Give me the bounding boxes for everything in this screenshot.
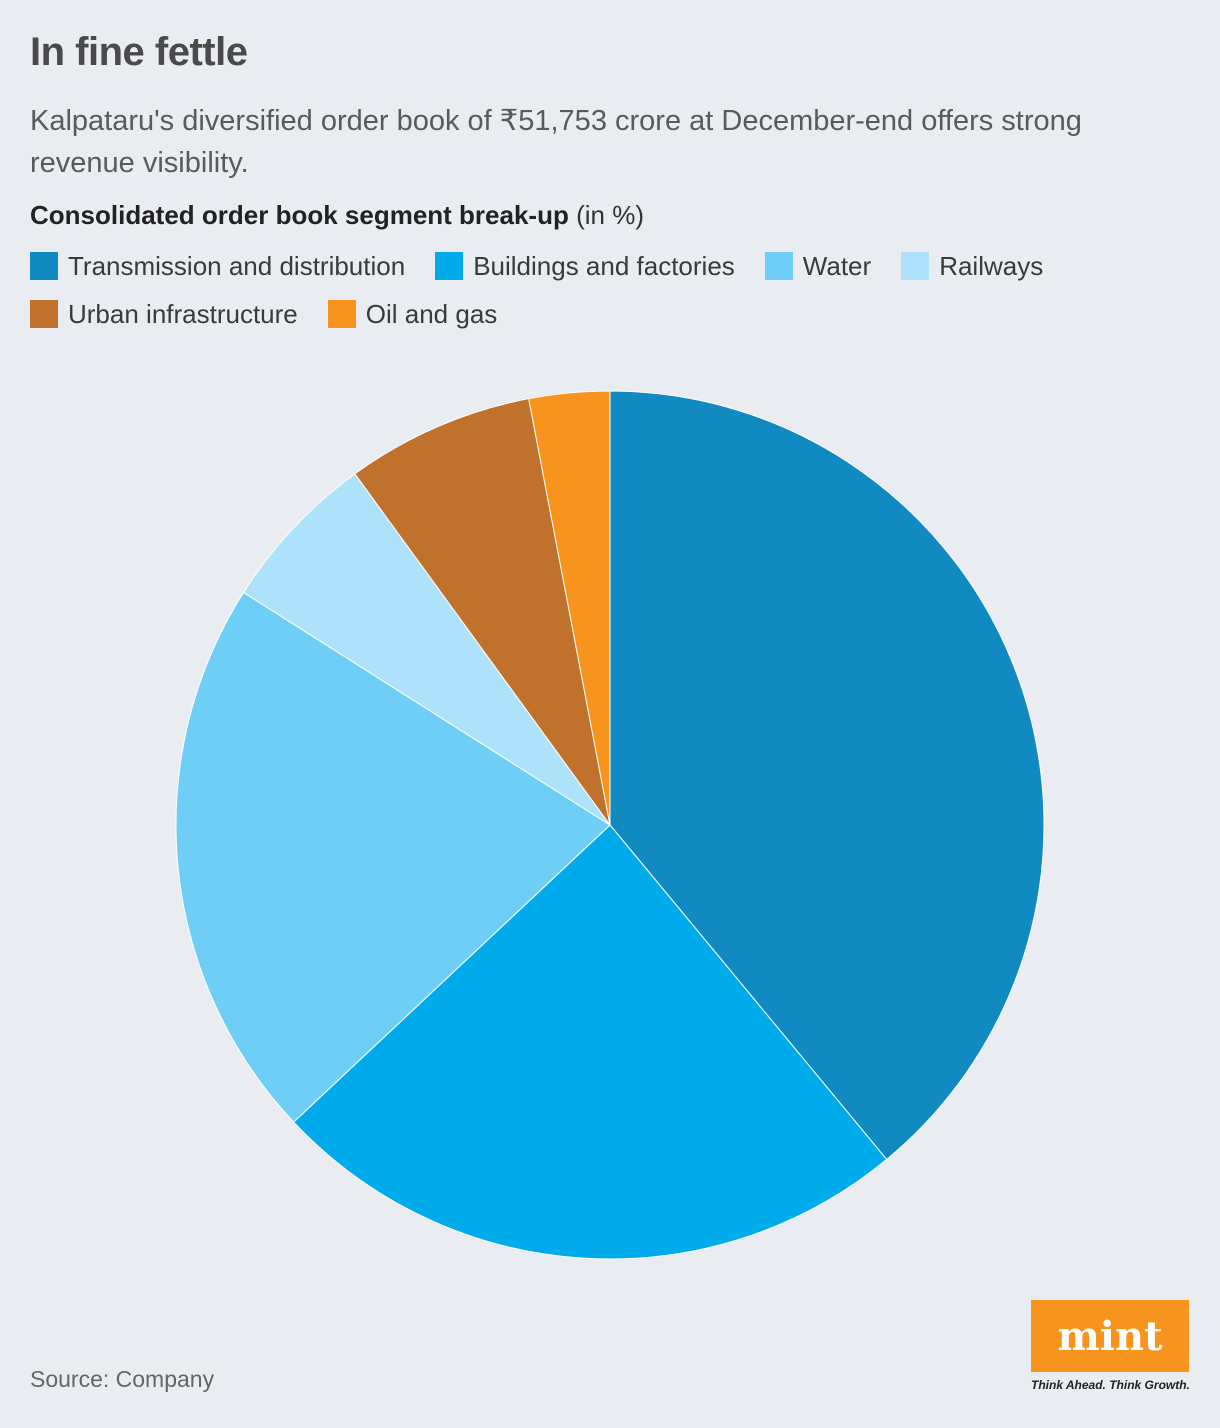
legend-item: Urban infrastructure [30,298,298,329]
chart-heading-unit: (in %) [576,200,644,230]
pie-slice-transmission-and-distribution [609,390,1045,1161]
legend-item: Water [764,250,872,281]
legend-swatch [30,252,58,280]
pie-slice-buildings-and-factories [292,824,888,1260]
mint-logo: mint [1031,1300,1189,1372]
chart-title: In fine fettle [30,30,248,74]
legend-item: Transmission and distribution [30,250,406,281]
legend-item: Oil and gas [327,298,498,329]
pie-slice-water [175,591,611,1123]
legend-swatch [764,252,793,280]
legend-label: Urban infrastructure [68,298,298,329]
pie-slice-urban-infrastructure [354,398,611,826]
legend-swatch [30,300,58,328]
legend-label: Railways [939,250,1044,281]
legend-label: Water [802,250,872,281]
legend-label: Oil and gas [365,298,498,329]
legend-item: Buildings and factories [435,250,735,281]
chart-subtitle: Kalpataru's diversified order book of ₹5… [30,105,1082,179]
legend-label: Buildings and factories [473,250,735,281]
mint-tagline: Think Ahead. Think Growth. [1031,1378,1190,1392]
source-note: Source: Company [30,1366,215,1392]
pie-slice-railways [242,473,611,826]
legend-swatch [327,300,356,328]
chart-heading: Consolidated order book segment break-up… [30,200,644,231]
legend: Transmission and distribution Buildings a… [30,250,1180,329]
pie-slice-oil-and-gas [528,390,611,826]
legend-label: Transmission and distribution [68,250,406,281]
legend-item: Railways [901,250,1044,281]
legend-swatch [435,252,464,280]
legend-swatch [901,252,930,280]
chart-heading-label: Consolidated order book segment break-up [30,200,569,230]
